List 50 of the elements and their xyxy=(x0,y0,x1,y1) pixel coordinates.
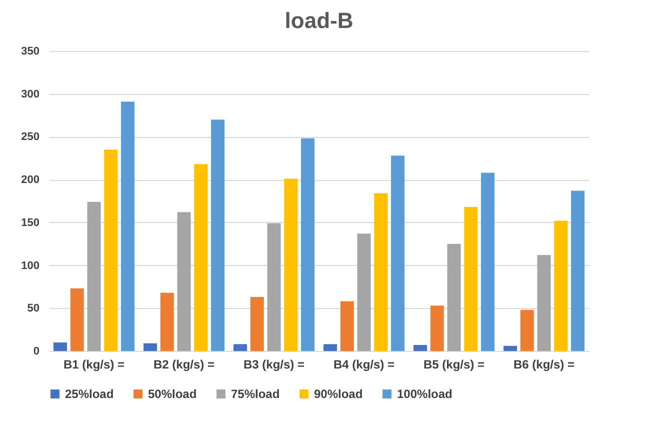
y-tick-label: 100 xyxy=(21,260,40,272)
y-tick-label: 200 xyxy=(21,174,40,186)
legend-label: 90%load xyxy=(314,387,363,401)
x-tick-label: B2 (kg/s) = xyxy=(153,358,215,372)
bar xyxy=(104,150,118,351)
x-tick-label: B5 (kg/s) = xyxy=(423,358,485,372)
bar xyxy=(357,234,371,351)
x-tick-label: B3 (kg/s) = xyxy=(243,358,305,372)
x-tick-label: B4 (kg/s) = xyxy=(333,358,395,372)
bar xyxy=(520,310,534,351)
bar xyxy=(194,164,208,351)
bar xyxy=(234,344,247,351)
bar xyxy=(54,342,67,351)
bar xyxy=(267,223,281,351)
x-tick-label: B1 (kg/s) = xyxy=(63,358,125,372)
bar xyxy=(554,220,568,351)
bar xyxy=(301,138,314,351)
bar xyxy=(284,178,298,351)
bar xyxy=(414,345,427,351)
bar xyxy=(160,292,174,351)
bar xyxy=(391,156,404,351)
x-tick-label: B6 (kg/s) = xyxy=(513,358,575,372)
bar xyxy=(211,120,224,351)
legend-label: 75%load xyxy=(231,387,280,401)
bar xyxy=(374,193,388,351)
bar xyxy=(70,288,84,351)
bar xyxy=(430,306,444,351)
chart-title: load-B xyxy=(284,8,354,33)
legend-label: 25%load xyxy=(65,387,114,401)
bar xyxy=(324,344,337,351)
y-tick-label: 150 xyxy=(21,216,40,229)
bar xyxy=(87,202,101,351)
bar xyxy=(464,207,478,351)
y-tick-label: 300 xyxy=(21,88,40,100)
bar xyxy=(121,102,134,351)
bar xyxy=(481,172,494,351)
y-tick-label: 50 xyxy=(27,302,40,315)
bar xyxy=(537,255,551,351)
bar xyxy=(447,244,461,351)
y-tick-label: 250 xyxy=(21,131,40,144)
y-tick-label: 350 xyxy=(21,46,40,58)
legend-label: 50%load xyxy=(148,387,197,401)
bar xyxy=(504,346,517,351)
y-tick-label: 0 xyxy=(33,346,40,358)
bar xyxy=(177,212,191,351)
bar xyxy=(250,297,264,351)
bar xyxy=(144,343,157,351)
bar xyxy=(340,301,354,351)
legend-label: 100%load xyxy=(397,387,452,401)
bar xyxy=(571,190,584,351)
